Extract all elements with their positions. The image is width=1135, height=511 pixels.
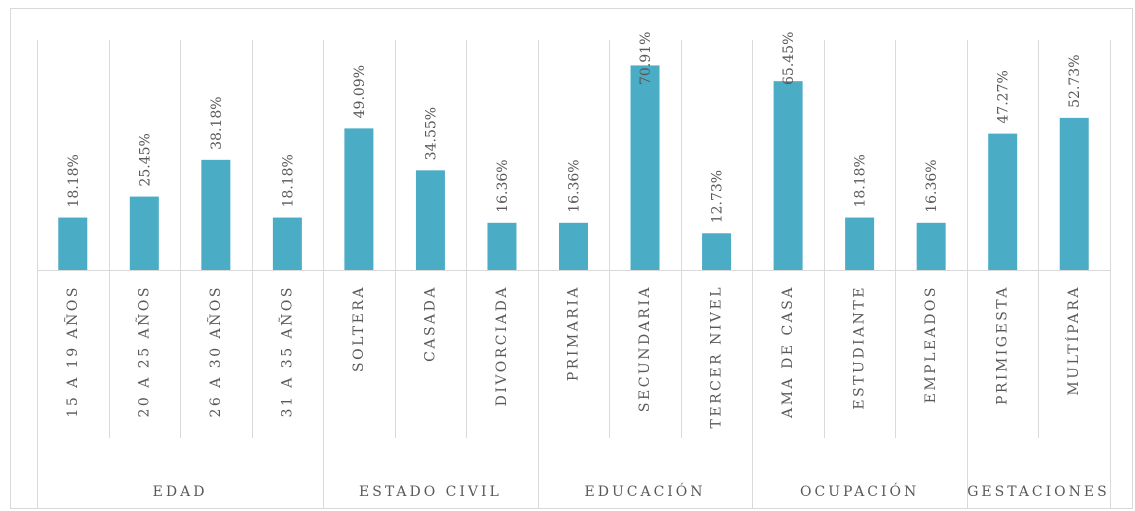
- group-label: GESTACIONES: [967, 484, 1109, 500]
- value-label: 18.18%: [66, 154, 82, 207]
- bar: [415, 170, 445, 270]
- group-label: EDAD: [153, 484, 208, 500]
- value-label: 70.91%: [638, 32, 654, 85]
- x-tick-label: DIVORCIADA: [494, 285, 510, 406]
- x-tick-label: TERCER NIVEL: [709, 285, 725, 428]
- value-label: 47.27%: [996, 70, 1012, 123]
- bar: [916, 222, 946, 270]
- bar: [1059, 117, 1089, 270]
- x-tick-label: PRIMIGESTA: [995, 285, 1011, 405]
- value-label: 34.55%: [423, 107, 439, 160]
- bar: [344, 128, 374, 270]
- value-label: 16.36%: [924, 159, 940, 212]
- x-tick-label: AMA DE CASA: [780, 285, 796, 419]
- value-label: 49.09%: [352, 65, 368, 118]
- bar: [559, 222, 588, 270]
- x-tick-label: 26 A 30 AÑOS: [206, 285, 224, 418]
- bar: [845, 217, 875, 270]
- group-label: EDUCACIÓN: [585, 482, 706, 500]
- x-tick-label: SOLTERA: [351, 285, 367, 372]
- bar: [201, 159, 231, 270]
- value-label: 25.45%: [137, 133, 153, 186]
- bar: [58, 217, 88, 270]
- x-tick-label: 20 A 25 AÑOS: [134, 285, 152, 418]
- value-label: 16.36%: [567, 159, 583, 212]
- group-label: ESTADO CIVIL: [359, 484, 502, 500]
- group-label: OCUPACIÓN: [800, 482, 919, 500]
- bar: [487, 222, 517, 270]
- value-label: 38.18%: [209, 96, 225, 149]
- value-label: 12.73%: [710, 170, 726, 223]
- x-tick-label: 15 A 19 AÑOS: [63, 285, 81, 418]
- value-label: 52.73%: [1067, 54, 1083, 107]
- value-label: 18.18%: [280, 154, 296, 207]
- bar: [272, 217, 302, 270]
- bar: [630, 65, 660, 270]
- x-tick-label: SECUNDARIA: [637, 285, 653, 412]
- x-tick-label: ESTUDIANTE: [852, 285, 868, 410]
- x-tick-label: MULTÍPARA: [1064, 285, 1082, 396]
- value-label: 18.18%: [853, 154, 869, 207]
- bar: [988, 133, 1018, 270]
- bar: [129, 196, 159, 270]
- x-tick-label: EMPLEADOS: [923, 285, 939, 403]
- x-tick-label: 31 A 35 AÑOS: [277, 285, 295, 418]
- x-tick-label: CASADA: [422, 285, 438, 362]
- x-tick-label: PRIMARIA: [566, 285, 582, 381]
- value-label: 65.45%: [781, 32, 797, 85]
- bar: [702, 233, 732, 270]
- bar: [773, 81, 803, 270]
- value-label: 16.36%: [495, 159, 511, 212]
